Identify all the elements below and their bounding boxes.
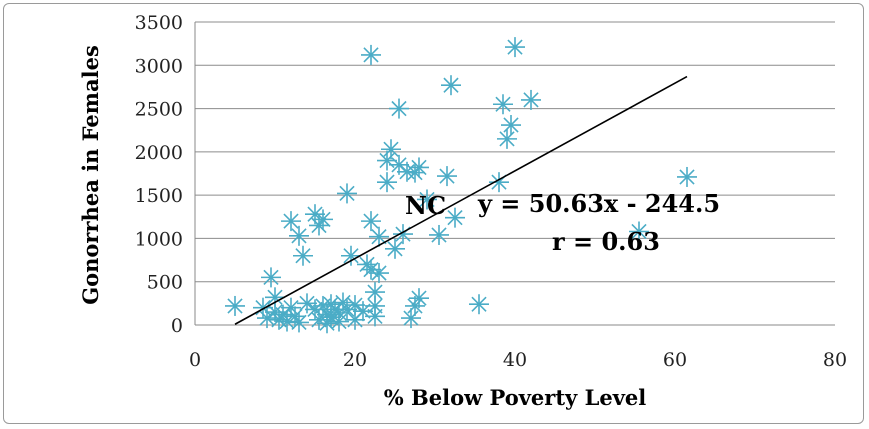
data-point <box>361 259 381 280</box>
y-tick-labels: 0 500 1000 1500 2000 2500 3000 3500 <box>135 12 183 337</box>
nc-label: NC <box>405 191 446 220</box>
data-point <box>281 297 301 318</box>
y-tick-label: 2000 <box>135 142 183 164</box>
data-point <box>225 295 245 316</box>
data-point <box>441 75 461 96</box>
data-point <box>377 172 397 193</box>
x-tick-label: 40 <box>503 349 527 371</box>
data-point <box>337 299 357 320</box>
data-point <box>341 245 361 266</box>
data-point <box>405 162 425 183</box>
data-point <box>497 128 517 149</box>
data-point <box>293 245 313 266</box>
data-point <box>337 183 357 204</box>
chart-frame <box>3 3 864 424</box>
data-point <box>361 44 381 65</box>
y-tick-label: 1000 <box>135 228 183 250</box>
data-point <box>329 311 349 332</box>
data-point <box>313 209 333 230</box>
y-tick-label: 3000 <box>135 55 183 77</box>
data-points <box>225 37 697 334</box>
data-point <box>289 312 309 333</box>
x-tick-label: 80 <box>823 349 847 371</box>
x-axis-title: % Below Poverty Level <box>384 385 647 410</box>
data-point <box>393 224 413 245</box>
data-point <box>493 94 513 115</box>
data-point <box>261 267 281 288</box>
data-point <box>521 89 541 110</box>
data-point <box>369 263 389 284</box>
data-point <box>369 226 389 247</box>
data-point <box>361 211 381 232</box>
regression-equation: y = 50.63x - 244.5 <box>477 189 720 218</box>
data-point <box>429 224 449 245</box>
data-point <box>437 166 457 187</box>
y-tick-label: 3500 <box>135 12 183 34</box>
data-point <box>409 157 429 178</box>
data-point <box>501 115 521 136</box>
data-point <box>629 221 649 242</box>
data-point <box>409 288 429 309</box>
gridlines <box>195 21 835 283</box>
data-point <box>289 225 309 246</box>
data-point <box>357 254 377 275</box>
x-tick-label: 0 <box>189 349 201 371</box>
trendline <box>234 75 688 325</box>
x-tick-labels: 0 20 40 60 80 <box>189 349 847 371</box>
data-point <box>469 294 489 315</box>
x-tick-label: 60 <box>663 349 687 371</box>
data-point <box>381 139 401 160</box>
axes <box>194 22 835 326</box>
data-point <box>677 166 697 187</box>
y-tick-label: 1500 <box>135 185 183 207</box>
y-tick-label: 2500 <box>135 99 183 121</box>
y-axis-title: Gonorrhea in Females <box>78 45 103 305</box>
y-tick-label: 500 <box>147 272 183 294</box>
y-tick-label: 0 <box>171 315 183 337</box>
data-point <box>389 98 409 119</box>
data-point <box>385 238 405 259</box>
correlation-value: r = 0.63 <box>552 227 660 256</box>
data-point <box>417 189 437 210</box>
data-point <box>309 215 329 236</box>
data-point <box>505 37 525 58</box>
data-point <box>445 207 465 228</box>
data-point <box>365 306 385 327</box>
x-tick-label: 20 <box>343 349 367 371</box>
data-point <box>281 211 301 232</box>
